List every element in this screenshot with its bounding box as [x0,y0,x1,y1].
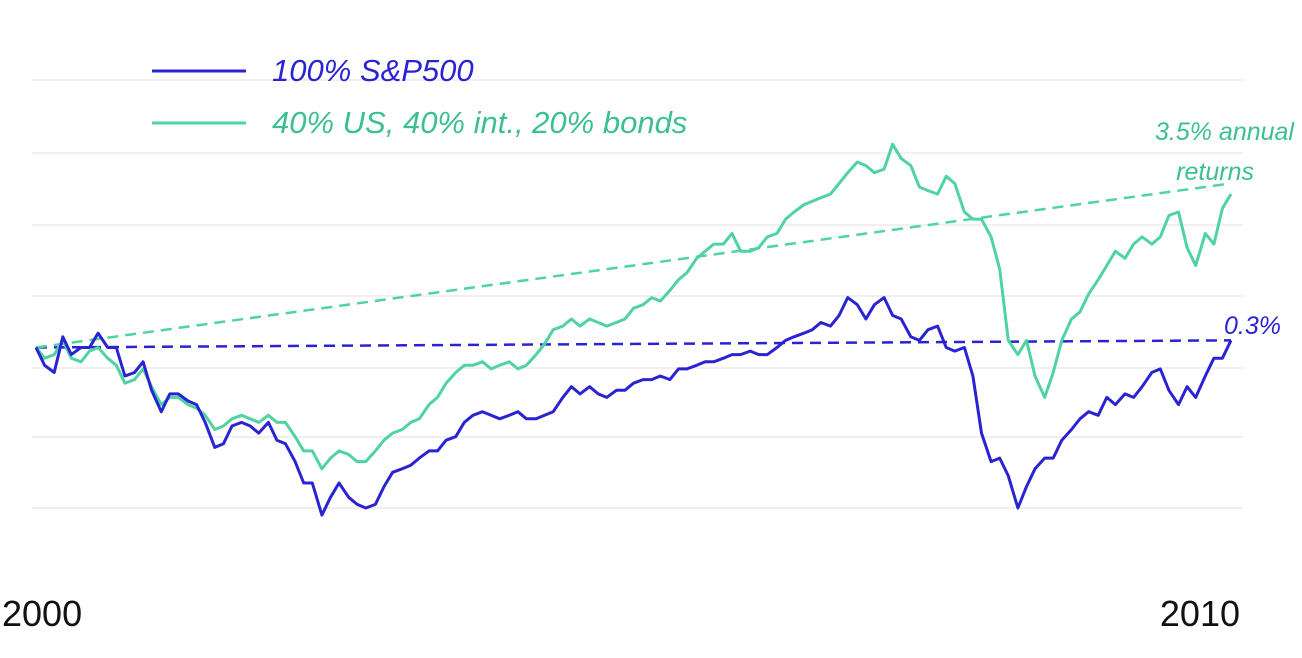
trend-lines [35,182,1232,349]
series-line-sp500 [34,296,1233,517]
series-line-diversified [34,142,1233,471]
x-tick-label: 2000 [2,593,82,634]
gridlines [32,79,1243,509]
annotation-diversified-line-1: 3.5% annual [1155,118,1295,146]
legend-label-diversified: 40% US, 40% int., 20% bonds [272,105,687,140]
legend-label-sp500: 100% S&P500 [272,53,474,88]
annotation-diversified-line-2: returns [1176,158,1254,186]
legend: 100% S&P500 40% US, 40% int., 20% bonds [152,53,687,140]
series-lines [34,142,1233,517]
annotations: 3.5% annual returns 0.3% [1155,118,1295,340]
x-tick-label: 2010 [1160,593,1240,634]
trend-line-diversified [35,182,1232,349]
annotation-sp500: 0.3% [1224,312,1281,340]
trend-line-sp500 [35,339,1232,349]
x-axis-ticks: 2000 2010 [2,593,1240,634]
